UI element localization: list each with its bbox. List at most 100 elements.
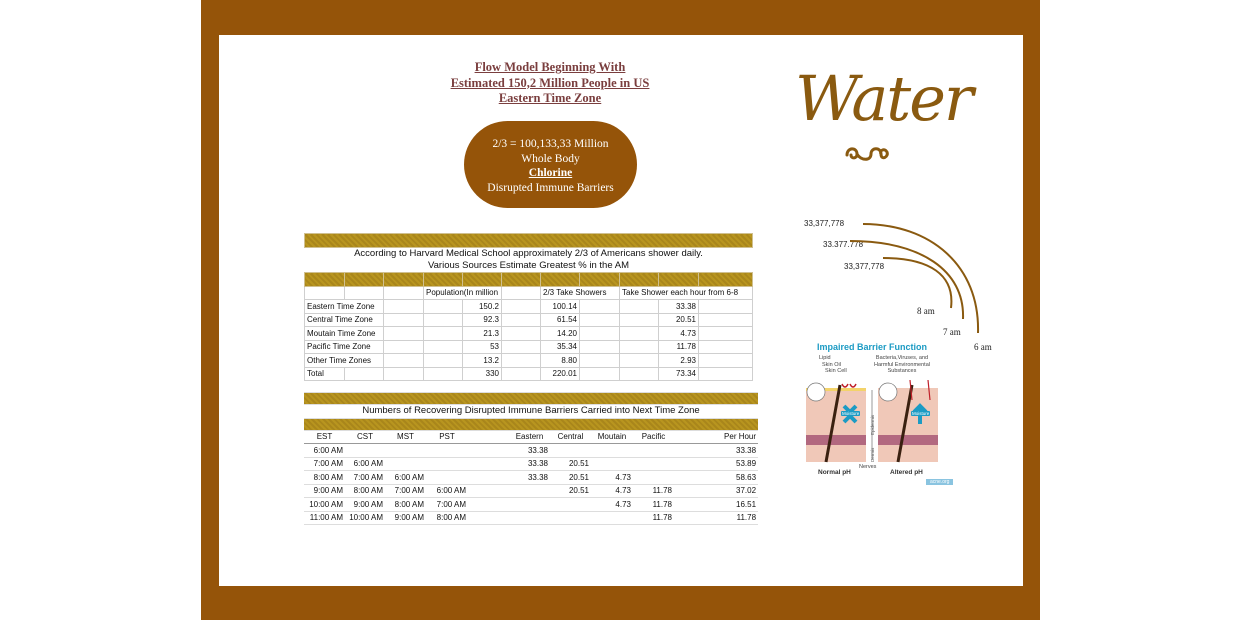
col-header: CST [345,429,385,444]
table-title: Numbers of Recovering Disrupted Immune B… [304,404,759,419]
showers-cell: 220.01 [540,366,580,381]
barrier-illustration: Impaired Barrier Function Lipid Skin Oil S… [800,340,954,490]
table-cell [674,456,717,471]
oval-line: Disrupted Immune Barriers [487,182,614,195]
table-row: Total 330 220.01 73.34 [304,366,754,381]
col-header: 2/3 Take Showers [540,285,620,300]
table-cell [591,443,633,458]
table-cell [426,443,468,458]
showers-cell: 100.14 [540,299,580,314]
table-cell [550,497,591,512]
chlorine-oval: 2/3 = 100,133,33 Million Whole Body Chlo… [464,121,637,208]
table-row: 8:00 AM 7:00 AM 6:00 AM 33.38 20.51 4.73 58.63 [304,470,759,485]
table-cell: 16.51 [717,497,759,512]
time-label: 6 am [974,342,992,352]
table-cell [550,510,591,525]
table-cell: 33.38 [509,456,550,471]
col-header: Per Hour [717,429,759,444]
table-cell: 10:00 AM [345,510,385,525]
table-cell: 8:00 AM [345,483,385,498]
table-cell [591,510,633,525]
col-header: PST [426,429,468,444]
table-cell: 33.38 [509,443,550,458]
time-label: 8 am [917,306,935,316]
table-subtitle: Various Sources Estimate Greatest % in t… [428,260,629,271]
row-label: Pacific Time Zone [304,339,384,354]
table-cell [674,510,717,525]
population-cell: 13.2 [462,353,502,368]
table-cell [468,483,509,498]
table-row: Pacific Time Zone 53 35.34 11.78 [304,339,754,354]
col-header: Moutain [591,429,633,444]
flow-arc-6am [862,223,980,334]
flow-arcs [850,223,980,334]
showers-cell: 35.34 [540,339,580,354]
table-cell: 11.78 [633,497,674,512]
flow-arc-8am [882,257,953,309]
table-cell [468,443,509,458]
table-cell [345,443,385,458]
table-cell: 8:00 AM [385,497,426,512]
table-cell: 33.38 [717,443,759,458]
flow-value: 33,377,778 [804,219,845,228]
table-row: 7:00 AM 6:00 AM 33.38 20.51 53.89 [304,456,759,471]
oval-line: Chlorine [528,167,573,180]
table-cell: 11:00 AM [304,510,345,525]
table-row: 9:00 AM 8:00 AM 7:00 AM 6:00 AM 20.51 4.73 11.… [304,483,759,498]
col-header: Central [550,429,591,444]
flow-value: 33.377.778 [823,240,864,249]
hourly-cell: 4.73 [658,326,699,341]
table-cell: 10:00 AM [304,497,345,512]
slide-title: Flow Model Beginning With Estimated 150,… [420,60,680,107]
table-row: Moutain Time Zone 21.3 14.20 4.73 [304,326,754,341]
moisture-label-altered: Moisture [911,411,931,416]
table-cell: 11.78 [717,510,759,525]
table-cell: 7:00 AM [385,483,426,498]
table-cell: 8:00 AM [426,510,468,525]
hourly-cell: 33.38 [658,299,699,314]
col-header [468,429,509,444]
table-cell: 7:00 AM [345,470,385,485]
row-label: Other Time Zones [304,353,384,368]
row-label: Eastern Time Zone [304,299,384,314]
table-row: Central Time Zone 92.3 61.54 20.51 [304,312,754,327]
row-label: Central Time Zone [304,312,384,327]
population-cell: 53 [462,339,502,354]
table-cell [509,510,550,525]
table-cell: 9:00 AM [345,497,385,512]
table-cell [426,470,468,485]
time-label: 7 am [943,327,961,337]
table-row: Other Time Zones 13.2 8.80 2.93 [304,353,754,368]
table-cell: 7:00 AM [304,456,345,471]
population-cell: 330 [462,366,502,381]
table-cell: 6:00 AM [385,470,426,485]
table-cell [591,456,633,471]
table-cell: 4.73 [591,483,633,498]
table-cell [385,456,426,471]
table-cell [468,510,509,525]
table-cell [674,483,717,498]
table-cell: 33.38 [509,470,550,485]
table-cell [468,456,509,471]
table-cell: 7:00 AM [426,497,468,512]
hourly-cell: 20.51 [658,312,699,327]
recovery-table: Numbers of Recovering Disrupted Immune B… [304,392,759,525]
table-cell [468,497,509,512]
table-cell: 6:00 AM [304,443,345,458]
table-cell: 4.73 [591,470,633,485]
table-cell [633,470,674,485]
table-cell: 11.78 [633,483,674,498]
table-cell [674,497,717,512]
table-row: 10:00 AM 9:00 AM 8:00 AM 7:00 AM 4.73 11.78 16… [304,497,759,512]
table-cell: 20.51 [550,456,591,471]
col-header: Eastern [509,429,550,444]
hourly-cell: 11.78 [658,339,699,354]
table-cell [674,443,717,458]
table-cell [468,470,509,485]
population-cell: 92.3 [462,312,502,327]
table-cell: 4.73 [591,497,633,512]
altered-ph-label: Altered pH [890,469,923,476]
nerves-label: Nerves [859,464,877,470]
col-header: MST [385,429,426,444]
showers-cell: 61.54 [540,312,580,327]
